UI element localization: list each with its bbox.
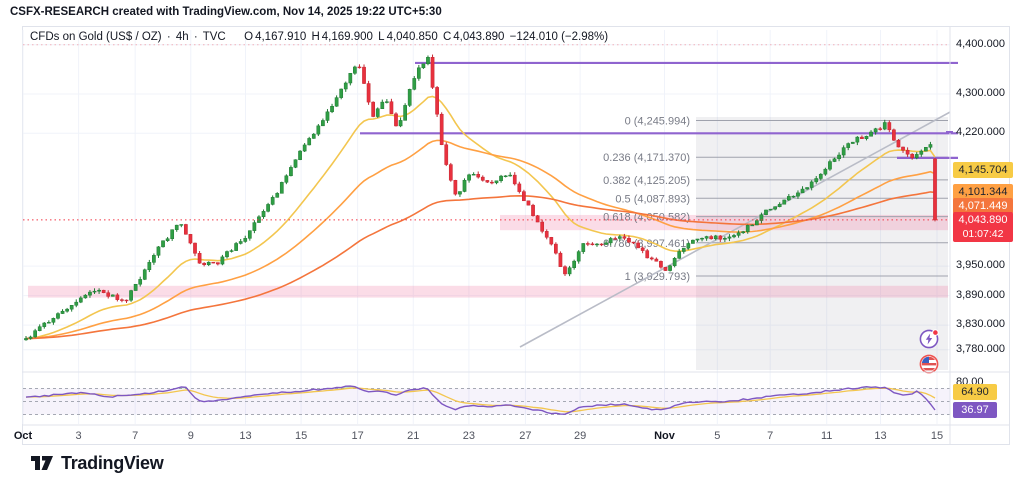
legend-high-label: H [311, 31, 320, 43]
rsi-ma-line [25, 387, 936, 413]
support-zone-2[interactable] [28, 285, 948, 298]
signal-lightning-icon[interactable] [919, 329, 939, 349]
fib-level-label: 0.236 (4,171.370) [603, 152, 690, 164]
legend-close-label: C [442, 31, 452, 43]
moving-averages [25, 95, 936, 340]
gridlines [22, 30, 950, 424]
us-flag-event-icon[interactable] [919, 354, 939, 374]
support-zone-1[interactable] [500, 214, 948, 231]
fib-level-label: 0 (4,245.994) [625, 116, 690, 128]
ascending-trendline[interactable] [519, 111, 952, 348]
legend-exchange: TVC [202, 31, 226, 43]
tradingview-logo-icon [31, 456, 53, 470]
legend-sep1: · [166, 31, 171, 43]
legend-interval[interactable]: 4h [175, 31, 189, 43]
symbol-legend: CFDs on Gold (US$ / OZ) · 4h · TVC O 4,16… [30, 31, 610, 43]
ma-mid-line [26, 139, 936, 340]
legend-high-value: 4,169.900 [321, 31, 373, 43]
ma-slow-line [26, 191, 936, 340]
fib-level-label: 0.382 (4,125.205) [603, 175, 690, 187]
legend-low-label: L [378, 31, 385, 43]
tradingview-logo[interactable]: TradingView [30, 453, 164, 474]
rsi-plot [25, 385, 936, 415]
legend-low-value: 4,040.850 [386, 31, 438, 43]
fib-level-label: 0.5 (4,087.893) [615, 193, 690, 205]
header-credit: CSFX-RESEARCH created with TradingView.c… [10, 6, 442, 18]
legend-change: −124.010 (−2.98%) [509, 31, 609, 43]
legend-symbol: CFDs on Gold (US$ / OZ) [30, 31, 162, 43]
candles [24, 54, 937, 341]
fib-highlight-box[interactable] [696, 117, 948, 370]
fib-retracement[interactable]: 0 (4,245.994) 0.236 (4,171.370) 0.382 (4,1… [603, 116, 948, 284]
rsi-line [25, 385, 936, 415]
tradingview-logo-text: TradingView [61, 453, 164, 473]
legend-sep2: · [193, 31, 198, 43]
fib-level-label: 0.618 (4,050.582) [603, 212, 690, 224]
legend-open-value: 4,167.910 [255, 31, 307, 43]
legend-close-value: 4,043.890 [453, 31, 505, 43]
legend-open-label: O [244, 31, 254, 43]
fib-level-label: 0.786 (3,997.461) [603, 238, 690, 250]
